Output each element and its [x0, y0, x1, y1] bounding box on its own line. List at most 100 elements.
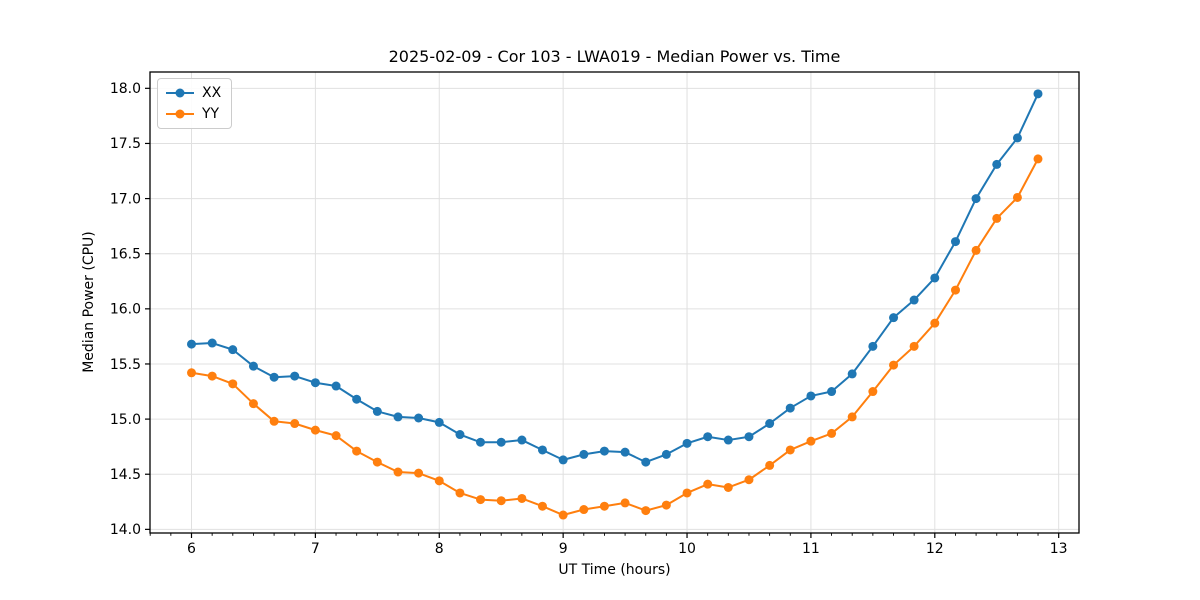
data-point-XX — [785, 403, 795, 413]
data-point-XX — [352, 394, 362, 404]
data-point-XX — [455, 430, 465, 440]
data-point-YY — [785, 445, 795, 455]
legend-item-xx: XX — [165, 83, 221, 103]
x-tick-label: 10 — [678, 541, 696, 557]
data-point-YY — [661, 500, 671, 510]
data-point-YY — [269, 416, 279, 426]
series-YY — [187, 154, 1043, 520]
data-point-YY — [909, 341, 919, 351]
data-point-XX — [496, 437, 506, 447]
data-point-YY — [393, 467, 403, 477]
legend: XX YY — [157, 78, 233, 129]
data-point-XX — [228, 345, 238, 355]
data-point-YY — [641, 506, 651, 516]
data-point-XX — [537, 445, 547, 455]
grid-layer — [150, 72, 1079, 533]
data-point-XX — [930, 273, 940, 283]
y-axis-label: Median Power (CPU) — [81, 231, 97, 373]
data-point-YY — [310, 425, 320, 435]
data-point-XX — [599, 446, 609, 456]
series-line-YY — [190, 157, 1039, 517]
data-point-XX — [310, 378, 320, 388]
data-point-YY — [372, 457, 382, 467]
data-point-XX — [372, 406, 382, 416]
y-tick-label: 17.0 — [110, 191, 141, 207]
data-point-XX — [414, 413, 424, 423]
data-point-XX — [971, 194, 981, 204]
data-point-YY — [496, 496, 506, 506]
data-point-YY — [827, 428, 837, 438]
data-point-YY — [971, 245, 981, 255]
data-point-XX — [620, 447, 630, 457]
y-tick-label: 16.5 — [110, 247, 141, 263]
data-point-YY — [868, 387, 878, 397]
data-point-XX — [827, 387, 837, 397]
chart-title: 2025-02-09 - Cor 103 - LWA019 - Median P… — [388, 47, 841, 66]
data-point-YY — [537, 501, 547, 511]
data-point-YY — [950, 285, 960, 295]
x-tick-label: 12 — [926, 541, 944, 557]
data-point-XX — [187, 339, 197, 349]
data-point-XX — [476, 437, 486, 447]
data-point-XX — [950, 237, 960, 247]
data-point-YY — [1033, 154, 1043, 164]
data-point-XX — [269, 372, 279, 382]
data-point-XX — [744, 432, 754, 442]
y-tick-label: 15.0 — [110, 412, 141, 428]
data-point-XX — [331, 381, 341, 391]
data-point-YY — [455, 488, 465, 498]
data-point-XX — [1012, 133, 1022, 143]
data-point-XX — [889, 313, 899, 323]
data-point-XX — [517, 435, 527, 445]
x-tick-label: 11 — [802, 541, 820, 557]
data-point-XX — [909, 295, 919, 305]
data-point-YY — [558, 510, 568, 520]
data-point-XX — [393, 412, 403, 422]
data-point-YY — [847, 412, 857, 422]
data-point-YY — [723, 482, 733, 492]
data-point-XX — [641, 457, 651, 467]
data-point-YY — [476, 495, 486, 505]
data-point-XX — [992, 159, 1002, 169]
y-tick-label: 17.5 — [110, 136, 141, 152]
data-point-XX — [290, 371, 300, 381]
x-tick-label: 9 — [559, 541, 568, 557]
data-point-XX — [682, 438, 692, 448]
x-axis-label: UT Time (hours) — [558, 562, 671, 578]
data-point-XX — [434, 417, 444, 427]
data-point-YY — [744, 475, 754, 485]
data-point-YY — [1012, 192, 1022, 202]
data-point-XX — [806, 391, 816, 401]
data-point-XX — [723, 435, 733, 445]
y-tick-label: 14.0 — [110, 522, 141, 538]
legend-label-xx: XX — [202, 85, 222, 101]
data-point-XX — [558, 455, 568, 465]
data-point-YY — [187, 368, 197, 378]
data-point-YY — [517, 493, 527, 503]
tick-labels: 6 7 8 9 10 11 12 13 14.0 14.5 15.0 15.5 16.0 16.5 17.0… — [110, 81, 1068, 557]
data-point-XX — [765, 419, 775, 429]
data-point-YY — [620, 498, 630, 508]
x-tick-label: 8 — [435, 541, 444, 557]
data-point-YY — [228, 379, 238, 389]
series-XX — [187, 89, 1043, 467]
data-point-XX — [579, 449, 589, 459]
line-marker-icon — [166, 88, 194, 98]
data-point-YY — [434, 476, 444, 486]
series-line-XX — [190, 92, 1039, 464]
data-point-YY — [248, 399, 258, 409]
y-tick-label: 16.0 — [110, 302, 141, 318]
axis-ticks — [145, 87, 1060, 538]
data-point-YY — [352, 446, 362, 456]
data-point-YY — [290, 419, 300, 429]
data-point-YY — [331, 431, 341, 441]
y-tick-label: 18.0 — [110, 81, 141, 97]
x-tick-label: 6 — [187, 541, 196, 557]
x-tick-label: 13 — [1050, 541, 1068, 557]
data-point-YY — [599, 501, 609, 511]
data-point-XX — [1033, 89, 1043, 99]
data-point-YY — [414, 468, 424, 478]
line-marker-icon — [166, 109, 194, 119]
